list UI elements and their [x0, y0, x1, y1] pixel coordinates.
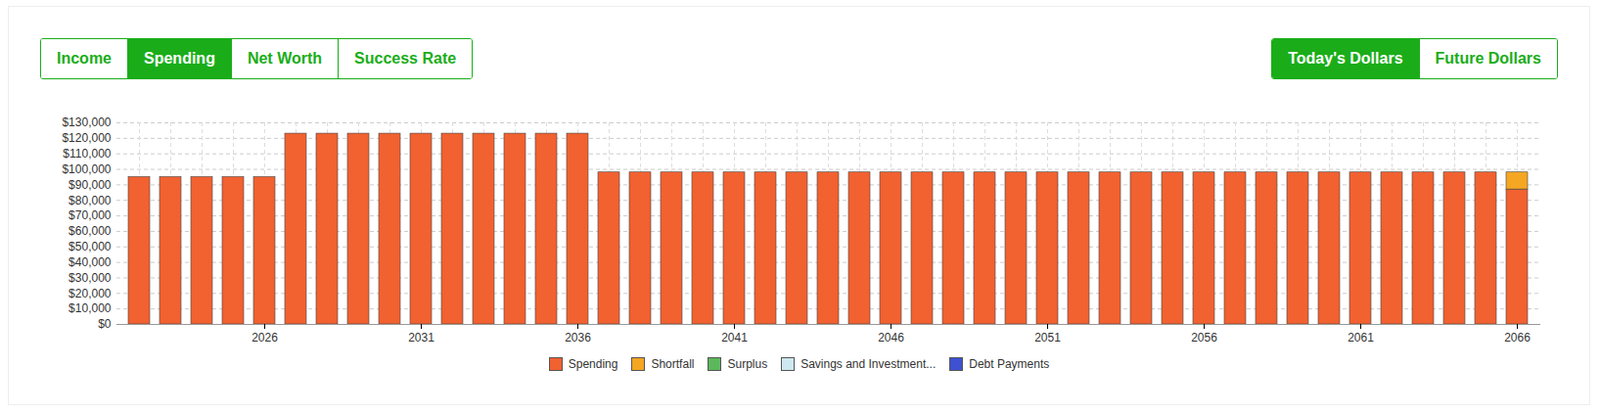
svg-text:2026: 2026: [251, 330, 278, 345]
svg-text:$90,000: $90,000: [68, 178, 112, 192]
svg-text:$50,000: $50,000: [68, 239, 112, 254]
html-text:Spending: Spending: [568, 357, 618, 371]
html-text:Income: Income: [56, 49, 112, 67]
html-text:Spending: Spending: [143, 49, 216, 67]
svg-text:$80,000: $80,000: [68, 193, 112, 208]
html-text:Future Dollars: Future Dollars: [1435, 49, 1542, 67]
html-text:Savings and Investment...: Savings and Investment...: [800, 357, 936, 371]
svg-text:2046: 2046: [877, 330, 905, 345]
svg-text:$20,000: $20,000: [68, 286, 112, 301]
svg-text:2051: 2051: [1034, 330, 1061, 345]
svg-text:2031: 2031: [408, 330, 435, 345]
svg-text:2061: 2061: [1347, 330, 1374, 345]
svg-text:$30,000: $30,000: [68, 271, 112, 285]
svg-text:2066: 2066: [1504, 330, 1531, 345]
svg-text:$100,000: $100,000: [61, 162, 111, 177]
svg-text:$40,000: $40,000: [68, 255, 112, 270]
html-text:Shortfall: Shortfall: [651, 357, 695, 371]
html-text:Surplus: Surplus: [727, 357, 768, 371]
html-text:Debt Payments: Debt Payments: [969, 357, 1050, 371]
svg-text:2036: 2036: [564, 330, 592, 345]
svg-text:2041: 2041: [721, 330, 748, 345]
svg-text:$70,000: $70,000: [68, 208, 112, 223]
html-text:Net Worth: Net Worth: [247, 49, 322, 67]
svg-text:$10,000: $10,000: [68, 301, 112, 316]
svg-text:$130,000: $130,000: [61, 115, 111, 130]
html-text:Today's Dollars: Today's Dollars: [1288, 49, 1403, 67]
html-text:Success Rate: Success Rate: [354, 49, 457, 67]
svg-text:2056: 2056: [1190, 330, 1218, 345]
svg-text:$110,000: $110,000: [62, 146, 111, 161]
svg-text:$60,000: $60,000: [68, 224, 112, 238]
svg-text:$0: $0: [97, 317, 112, 331]
svg-text:$120,000: $120,000: [61, 131, 111, 145]
